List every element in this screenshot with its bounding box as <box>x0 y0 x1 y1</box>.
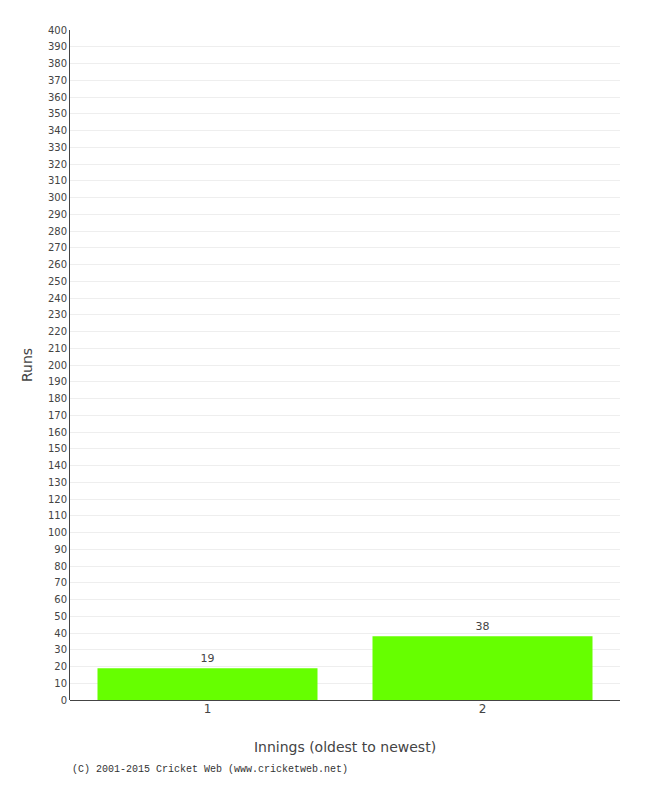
svg-text:2: 2 <box>479 702 487 716</box>
svg-text:140: 140 <box>48 460 67 471</box>
svg-text:300: 300 <box>48 192 67 203</box>
svg-text:160: 160 <box>48 427 67 438</box>
svg-text:340: 340 <box>48 125 67 136</box>
svg-text:80: 80 <box>54 561 67 572</box>
svg-text:320: 320 <box>48 159 67 170</box>
svg-text:130: 130 <box>48 477 67 488</box>
svg-text:(C) 2001-2015 Cricket Web (www: (C) 2001-2015 Cricket Web (www.cricketwe… <box>72 764 348 775</box>
svg-text:70: 70 <box>54 577 67 588</box>
svg-text:10: 10 <box>54 678 67 689</box>
svg-text:110: 110 <box>48 510 67 521</box>
svg-text:310: 310 <box>48 175 67 186</box>
svg-text:270: 270 <box>48 242 67 253</box>
svg-text:370: 370 <box>48 75 67 86</box>
svg-text:170: 170 <box>48 410 67 421</box>
svg-text:220: 220 <box>48 326 67 337</box>
svg-text:390: 390 <box>48 41 67 52</box>
svg-text:260: 260 <box>48 259 67 270</box>
svg-text:100: 100 <box>48 527 67 538</box>
svg-text:280: 280 <box>48 226 67 237</box>
svg-text:190: 190 <box>48 376 67 387</box>
svg-text:290: 290 <box>48 209 67 220</box>
svg-text:1: 1 <box>204 702 212 716</box>
svg-text:210: 210 <box>48 343 67 354</box>
svg-text:240: 240 <box>48 293 67 304</box>
svg-text:20: 20 <box>54 661 67 672</box>
svg-text:38: 38 <box>476 620 490 633</box>
svg-text:40: 40 <box>54 628 67 639</box>
svg-text:380: 380 <box>48 58 67 69</box>
svg-text:90: 90 <box>54 544 67 555</box>
svg-text:200: 200 <box>48 360 67 371</box>
svg-text:150: 150 <box>48 443 67 454</box>
svg-text:30: 30 <box>54 644 67 655</box>
svg-text:350: 350 <box>48 108 67 119</box>
svg-text:330: 330 <box>48 142 67 153</box>
svg-text:60: 60 <box>54 594 67 605</box>
svg-text:250: 250 <box>48 276 67 287</box>
svg-text:400: 400 <box>48 25 67 36</box>
svg-text:19: 19 <box>201 652 215 665</box>
svg-text:0: 0 <box>61 695 67 706</box>
svg-text:Innings (oldest to newest): Innings (oldest to newest) <box>254 739 436 755</box>
svg-text:360: 360 <box>48 92 67 103</box>
svg-text:120: 120 <box>48 494 67 505</box>
svg-text:230: 230 <box>48 309 67 320</box>
svg-text:50: 50 <box>54 611 67 622</box>
svg-text:180: 180 <box>48 393 67 404</box>
svg-text:Runs: Runs <box>19 348 35 382</box>
